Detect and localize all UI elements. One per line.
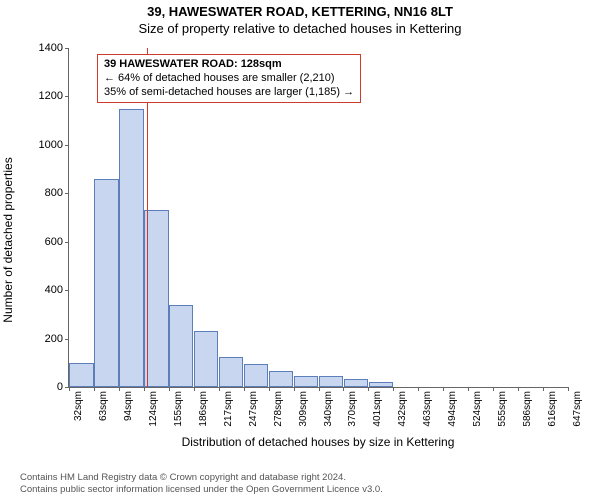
x-tick <box>119 387 120 391</box>
x-tick-label: 247sqm <box>248 391 259 427</box>
y-tick <box>65 242 69 243</box>
x-tick-label: 63sqm <box>98 391 109 421</box>
x-tick-label: 524sqm <box>472 391 483 427</box>
x-tick-label: 647sqm <box>572 391 583 427</box>
histogram-bar <box>69 363 93 387</box>
y-tick-label: 800 <box>45 187 63 199</box>
x-tick <box>418 387 419 391</box>
annotation-line-3: 35% of semi-detached houses are larger (… <box>104 86 354 100</box>
x-tick <box>194 387 195 391</box>
x-tick-label: 217sqm <box>223 391 234 427</box>
x-tick <box>568 387 569 391</box>
y-axis-label: Number of detached properties <box>1 157 15 322</box>
x-axis-label: Distribution of detached houses by size … <box>68 435 568 449</box>
x-tick <box>468 387 469 391</box>
y-tick-label: 0 <box>57 381 63 393</box>
x-tick-label: 186sqm <box>198 391 209 427</box>
y-tick-label: 1000 <box>39 139 63 151</box>
footer-line-2: Contains public sector information licen… <box>20 484 592 496</box>
y-tick <box>65 96 69 97</box>
x-tick <box>294 387 295 391</box>
x-tick <box>144 387 145 391</box>
x-tick-label: 616sqm <box>547 391 558 427</box>
y-tick-label: 200 <box>45 333 63 345</box>
x-tick-label: 124sqm <box>148 391 159 427</box>
histogram-bar <box>169 305 193 387</box>
x-tick <box>69 387 70 391</box>
histogram-bar <box>344 379 368 387</box>
x-tick <box>343 387 344 391</box>
x-tick-label: 463sqm <box>422 391 433 427</box>
histogram-bar <box>369 382 393 387</box>
x-tick <box>269 387 270 391</box>
x-tick-label: 94sqm <box>123 391 134 421</box>
x-tick <box>319 387 320 391</box>
histogram-bar <box>244 364 268 387</box>
histogram-bar <box>94 179 118 387</box>
annotation-line-1: 39 HAWESWATER ROAD: 128sqm <box>104 58 354 72</box>
y-tick <box>65 339 69 340</box>
histogram-bar <box>269 371 293 387</box>
x-tick <box>543 387 544 391</box>
y-tick <box>65 290 69 291</box>
x-tick <box>493 387 494 391</box>
y-tick-label: 400 <box>45 284 63 296</box>
x-tick-label: 586sqm <box>522 391 533 427</box>
annotation-line-2: ← 64% of detached houses are smaller (2,… <box>104 72 354 86</box>
page-title-line2: Size of property relative to detached ho… <box>0 21 600 36</box>
page-title-line1: 39, HAWESWATER ROAD, KETTERING, NN16 8LT <box>0 4 600 19</box>
footer-line-1: Contains HM Land Registry data © Crown c… <box>20 472 592 484</box>
x-tick <box>244 387 245 391</box>
y-tick <box>65 145 69 146</box>
x-tick-label: 340sqm <box>323 391 334 427</box>
x-tick <box>443 387 444 391</box>
chart-container: Number of detached properties 39 HAWESWA… <box>20 40 580 440</box>
y-tick-label: 600 <box>45 236 63 248</box>
x-tick-label: 494sqm <box>447 391 458 427</box>
annotation-box: 39 HAWESWATER ROAD: 128sqm ← 64% of deta… <box>97 54 361 103</box>
x-tick <box>169 387 170 391</box>
histogram-bar <box>194 331 218 387</box>
footer-attribution: Contains HM Land Registry data © Crown c… <box>20 472 592 496</box>
x-tick-label: 370sqm <box>347 391 358 427</box>
histogram-bar <box>119 109 143 387</box>
x-tick-label: 555sqm <box>497 391 508 427</box>
y-tick-label: 1400 <box>39 42 63 54</box>
x-tick-label: 432sqm <box>397 391 408 427</box>
x-tick <box>94 387 95 391</box>
x-tick-label: 401sqm <box>372 391 383 427</box>
x-tick <box>518 387 519 391</box>
x-tick-label: 278sqm <box>273 391 284 427</box>
x-tick-label: 155sqm <box>173 391 184 427</box>
y-tick <box>65 48 69 49</box>
x-tick <box>219 387 220 391</box>
y-tick-label: 1200 <box>39 90 63 102</box>
x-tick-label: 309sqm <box>298 391 309 427</box>
y-tick <box>65 193 69 194</box>
histogram-bar <box>319 376 343 387</box>
plot-area: 39 HAWESWATER ROAD: 128sqm ← 64% of deta… <box>68 48 568 388</box>
histogram-bar <box>219 357 243 387</box>
x-tick <box>368 387 369 391</box>
x-tick-label: 32sqm <box>73 391 84 421</box>
histogram-bar <box>294 376 318 387</box>
x-tick <box>393 387 394 391</box>
